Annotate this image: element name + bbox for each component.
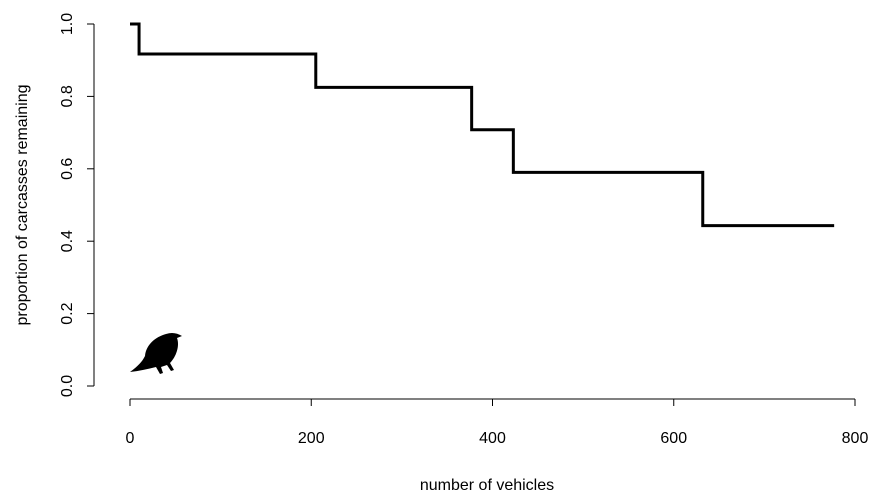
y-tick-label: 0.8 bbox=[59, 85, 76, 107]
x-axis: 0 200 400 600 800 bbox=[126, 398, 869, 447]
bird-silhouette-icon bbox=[130, 332, 182, 374]
x-tick-label: 200 bbox=[298, 430, 325, 447]
y-tick-label: 1.0 bbox=[59, 13, 76, 35]
y-axis: 0.0 0.2 0.4 0.6 0.8 1.0 bbox=[59, 13, 95, 397]
series-layer bbox=[130, 22, 835, 228]
y-tick-label: 0.6 bbox=[59, 158, 76, 180]
survival-step-line bbox=[130, 22, 835, 228]
x-tick-label: 400 bbox=[479, 430, 506, 447]
x-axis-label: number of vehicles bbox=[420, 477, 554, 494]
y-tick-label: 0.4 bbox=[59, 230, 76, 252]
x-tick-label: 600 bbox=[660, 430, 687, 447]
y-tick-label: 0.0 bbox=[59, 375, 76, 397]
y-axis-label: proportion of carcasses remaining bbox=[14, 84, 31, 325]
x-tick-label: 800 bbox=[842, 430, 869, 447]
x-tick-label: 0 bbox=[126, 430, 135, 447]
y-tick-label: 0.2 bbox=[59, 302, 76, 324]
